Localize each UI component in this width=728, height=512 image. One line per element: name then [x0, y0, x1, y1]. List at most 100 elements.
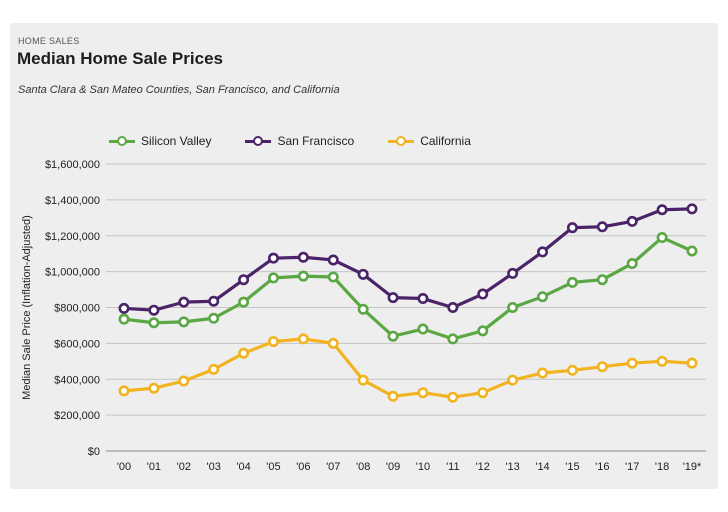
data-point-silicon-valley [238, 296, 250, 308]
data-point-california [656, 355, 668, 367]
data-point-california [118, 385, 130, 397]
data-point-silicon-valley [537, 291, 549, 303]
data-point-san-francisco [477, 288, 489, 300]
x-tick-label: '07 [326, 461, 340, 473]
data-point-san-francisco [656, 204, 668, 216]
data-point-san-francisco [297, 251, 309, 263]
x-tick-label: '05 [266, 461, 280, 473]
x-tick-label: '04 [236, 461, 250, 473]
legend-label-silicon-valley: Silicon Valley [141, 134, 212, 148]
x-tick-label: '08 [356, 461, 370, 473]
y-tick-label: $1,600,000 [45, 159, 100, 171]
data-point-silicon-valley [477, 325, 489, 337]
data-point-silicon-valley [686, 245, 698, 257]
data-point-silicon-valley [566, 276, 578, 288]
data-point-san-francisco [596, 221, 608, 233]
legend-item-san-francisco: San Francisco [245, 134, 354, 148]
data-point-san-francisco [447, 301, 459, 313]
y-tick-label: $400,000 [54, 374, 100, 386]
y-tick-label: $1,400,000 [45, 195, 100, 207]
x-tick-label: '17 [625, 461, 639, 473]
data-point-silicon-valley [387, 330, 399, 342]
data-point-california [686, 357, 698, 369]
chart-panel [10, 23, 718, 489]
data-point-san-francisco [566, 222, 578, 234]
y-axis-title: Median Sale Price (Inflation-Adjusted) [21, 215, 33, 400]
data-point-san-francisco [238, 274, 250, 286]
x-tick-label: '06 [296, 461, 310, 473]
x-tick-label: '10 [416, 461, 430, 473]
chart-legend: Silicon Valley San Francisco California [109, 133, 505, 149]
data-point-silicon-valley [327, 271, 339, 283]
data-point-silicon-valley [118, 313, 130, 325]
data-point-san-francisco [327, 254, 339, 266]
data-point-silicon-valley [148, 317, 160, 329]
data-point-california [477, 387, 489, 399]
x-tick-label: '13 [505, 461, 519, 473]
data-point-silicon-valley [447, 333, 459, 345]
data-point-california [566, 364, 578, 376]
data-point-silicon-valley [357, 303, 369, 315]
data-point-california [387, 390, 399, 402]
data-point-san-francisco [537, 246, 549, 258]
legend-swatch-silicon-valley [109, 136, 135, 146]
x-tick-label: '19* [683, 461, 702, 473]
data-point-silicon-valley [267, 272, 279, 284]
data-point-silicon-valley [417, 323, 429, 335]
data-point-san-francisco [118, 302, 130, 314]
data-point-silicon-valley [178, 316, 190, 328]
x-tick-label: '14 [535, 461, 549, 473]
legend-swatch-san-francisco [245, 136, 272, 146]
data-point-california [417, 387, 429, 399]
data-point-san-francisco [417, 293, 429, 305]
x-tick-label: '00 [117, 461, 131, 473]
y-tick-label: $600,000 [54, 338, 100, 350]
data-point-california [327, 337, 339, 349]
data-point-san-francisco [148, 304, 160, 316]
legend-item-silicon-valley: Silicon Valley [109, 134, 211, 148]
y-tick-label: $1,000,000 [45, 267, 100, 279]
data-point-california [537, 367, 549, 379]
data-point-san-francisco [626, 215, 638, 227]
x-tick-label: '12 [476, 461, 490, 473]
data-point-san-francisco [208, 295, 220, 307]
legend-item-california: California [388, 134, 471, 148]
data-point-california [507, 374, 519, 386]
x-tick-label: '09 [386, 461, 400, 473]
data-point-silicon-valley [626, 258, 638, 270]
chart-title: Median Home Sale Prices [17, 49, 223, 68]
y-tick-label: $0 [88, 446, 100, 458]
x-tick-label: '01 [147, 461, 161, 473]
data-point-california [208, 363, 220, 375]
data-point-san-francisco [357, 268, 369, 280]
data-point-silicon-valley [596, 274, 608, 286]
data-point-san-francisco [267, 252, 279, 264]
x-tick-label: '02 [177, 461, 191, 473]
data-point-san-francisco [507, 267, 519, 279]
data-point-california [626, 357, 638, 369]
data-point-san-francisco [178, 296, 190, 308]
y-tick-label: $1,200,000 [45, 231, 100, 243]
data-point-california [447, 391, 459, 403]
data-point-california [357, 374, 369, 386]
data-point-silicon-valley [656, 232, 668, 244]
data-point-silicon-valley [208, 312, 220, 324]
data-point-california [238, 347, 250, 359]
x-tick-label: '16 [595, 461, 609, 473]
data-point-california [267, 336, 279, 348]
y-tick-label: $800,000 [54, 303, 100, 315]
data-point-silicon-valley [297, 270, 309, 282]
data-point-california [148, 382, 160, 394]
x-tick-label: '11 [446, 461, 460, 473]
data-point-california [178, 375, 190, 387]
series-line-silicon-valley [123, 235, 693, 341]
data-point-california [297, 333, 309, 345]
y-tick-label: $200,000 [54, 410, 100, 422]
x-tick-label: '15 [565, 461, 579, 473]
section-kicker: HOME SALES [18, 36, 80, 46]
legend-label-san-francisco: San Francisco [277, 134, 355, 148]
data-point-silicon-valley [507, 301, 519, 313]
chart-subtitle: Santa Clara & San Mateo Counties, San Fr… [18, 84, 340, 96]
data-point-san-francisco [686, 203, 698, 215]
